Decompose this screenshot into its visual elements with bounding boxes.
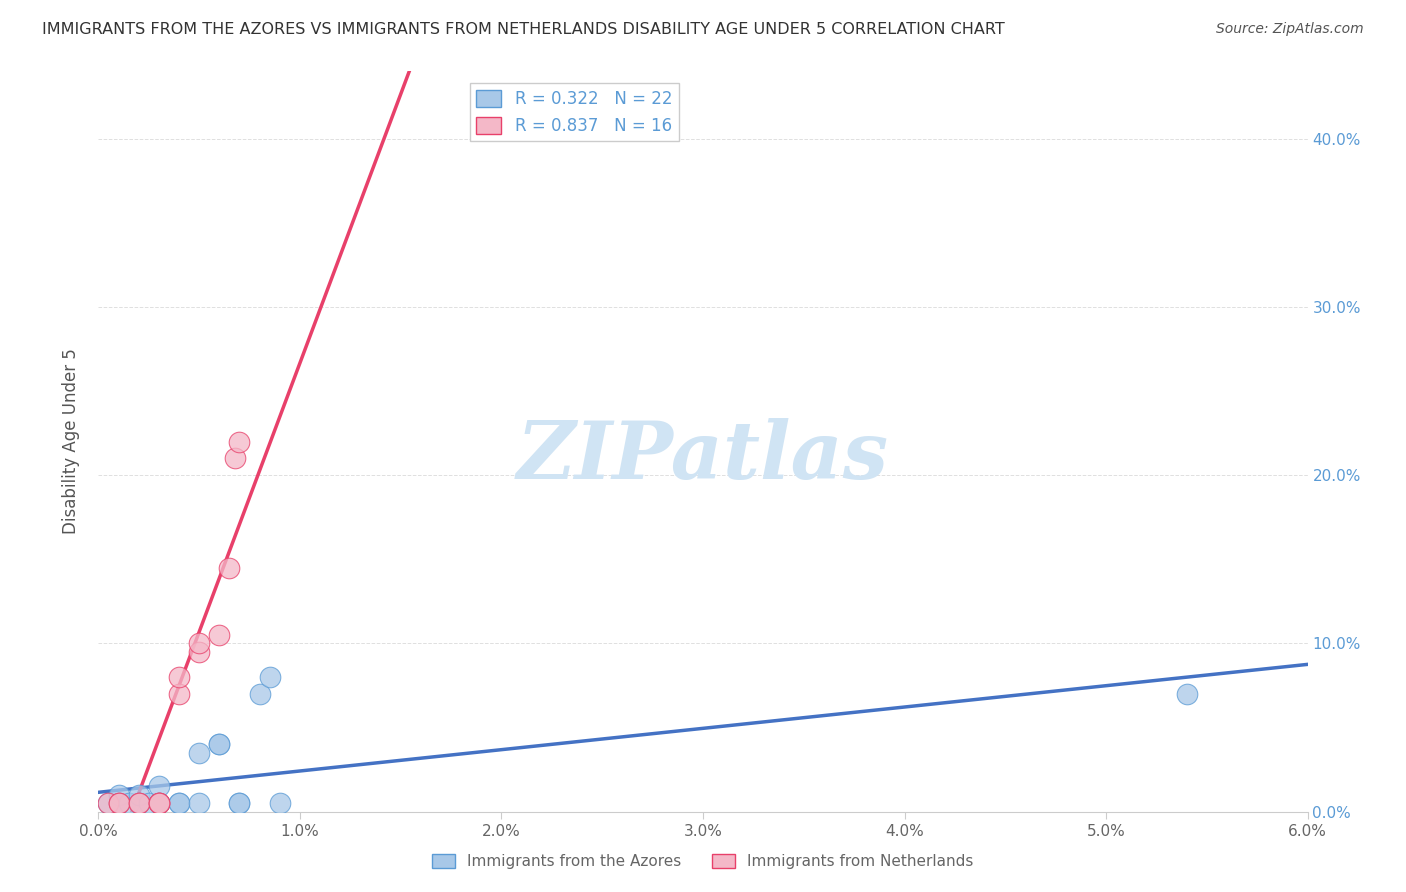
Point <box>208 628 231 642</box>
Point <box>97 797 120 811</box>
Point <box>118 797 141 811</box>
Point <box>228 434 250 449</box>
Point <box>269 797 291 811</box>
Text: IMMIGRANTS FROM THE AZORES VS IMMIGRANTS FROM NETHERLANDS DISABILITY AGE UNDER 5: IMMIGRANTS FROM THE AZORES VS IMMIGRANTS… <box>42 22 1005 37</box>
Point <box>188 636 211 650</box>
Point <box>148 797 170 811</box>
Point <box>128 788 150 802</box>
Point <box>228 797 250 811</box>
Point <box>224 451 246 466</box>
Point <box>128 797 150 811</box>
Point <box>107 788 129 802</box>
Point <box>107 797 129 811</box>
Point <box>1175 687 1198 701</box>
Legend: R = 0.322   N = 22, R = 0.837   N = 16: R = 0.322 N = 22, R = 0.837 N = 16 <box>470 83 679 142</box>
Point <box>128 797 150 811</box>
Point <box>188 797 211 811</box>
Text: Source: ZipAtlas.com: Source: ZipAtlas.com <box>1216 22 1364 37</box>
Point <box>107 797 129 811</box>
Point <box>208 738 231 752</box>
Point <box>167 687 190 701</box>
Point <box>97 797 120 811</box>
Point <box>208 738 231 752</box>
Text: ZIPatlas: ZIPatlas <box>517 417 889 495</box>
Point <box>259 670 281 684</box>
Legend: Immigrants from the Azores, Immigrants from Netherlands: Immigrants from the Azores, Immigrants f… <box>426 848 980 875</box>
Point <box>138 797 160 811</box>
Point <box>228 797 250 811</box>
Point <box>188 746 211 760</box>
Point <box>167 797 190 811</box>
Point <box>107 797 129 811</box>
Point <box>167 797 190 811</box>
Point <box>148 797 170 811</box>
Point <box>128 797 150 811</box>
Point <box>148 797 170 811</box>
Point <box>188 645 211 659</box>
Point <box>167 670 190 684</box>
Point <box>148 780 170 794</box>
Point <box>148 797 170 811</box>
Point <box>218 560 240 574</box>
Y-axis label: Disability Age Under 5: Disability Age Under 5 <box>62 349 80 534</box>
Point <box>249 687 271 701</box>
Point <box>148 797 170 811</box>
